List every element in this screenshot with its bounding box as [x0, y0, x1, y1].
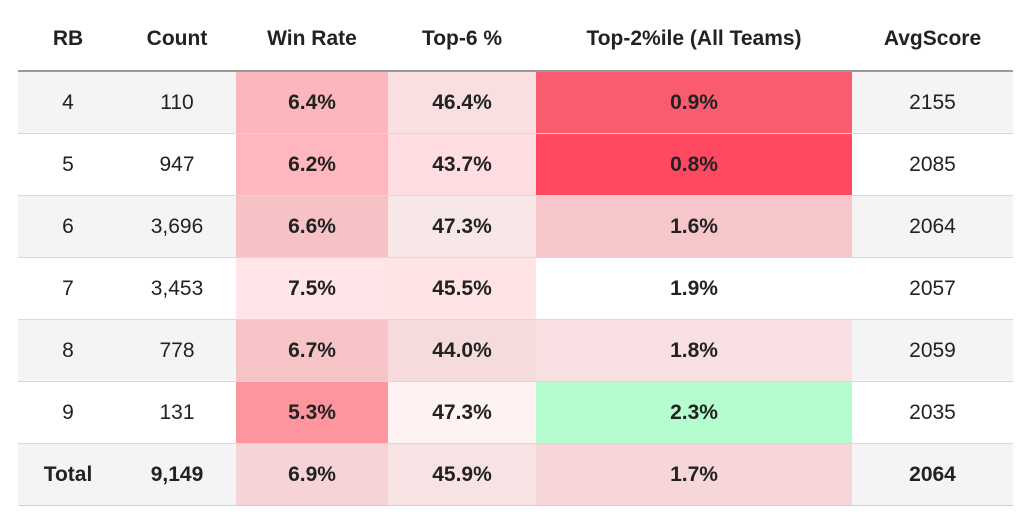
cell-win-rate: 7.5%	[236, 257, 388, 320]
table-row: 8 778 6.7% 44.0% 1.8% 2059	[18, 319, 1013, 382]
cell-top2: 1.6%	[536, 195, 852, 258]
cell-rb: 4	[18, 71, 118, 134]
table-row: 7 3,453 7.5% 45.5% 1.9% 2057	[18, 257, 1013, 320]
cell-rb: 5	[18, 133, 118, 196]
cell-top6: 43.7%	[388, 133, 536, 196]
header-rb: RB	[18, 8, 118, 72]
table-row: 4 110 6.4% 46.4% 0.9% 2155	[18, 71, 1013, 134]
cell-rb: 6	[18, 195, 118, 258]
cell-count: 110	[118, 71, 236, 134]
table-row-total: Total 9,149 6.9% 45.9% 1.7% 2064	[18, 443, 1013, 506]
header-count: Count	[118, 8, 236, 72]
cell-avg-score: 2059	[852, 319, 1013, 382]
cell-avg-score: 2064	[852, 195, 1013, 258]
cell-top2: 2.3%	[536, 381, 852, 444]
cell-avg-score: 2064	[852, 443, 1013, 506]
cell-win-rate: 6.4%	[236, 71, 388, 134]
table-row: 5 947 6.2% 43.7% 0.8% 2085	[18, 133, 1013, 196]
cell-top6: 45.9%	[388, 443, 536, 506]
table-header: RB Count Win Rate Top-6 % Top-2%ile (All…	[18, 8, 1013, 72]
cell-win-rate: 6.9%	[236, 443, 388, 506]
stats-table-container: RB Count Win Rate Top-6 % Top-2%ile (All…	[18, 8, 1013, 506]
cell-top2: 1.9%	[536, 257, 852, 320]
header-top6: Top-6 %	[388, 8, 536, 72]
cell-top2: 1.8%	[536, 319, 852, 382]
cell-avg-score: 2155	[852, 71, 1013, 134]
cell-win-rate: 6.6%	[236, 195, 388, 258]
table-row: 6 3,696 6.6% 47.3% 1.6% 2064	[18, 195, 1013, 258]
table-body: 4 110 6.4% 46.4% 0.9% 2155 5 947 6.2% 43…	[18, 71, 1013, 506]
cell-top2: 0.9%	[536, 71, 852, 134]
cell-rb: 8	[18, 319, 118, 382]
stats-table: RB Count Win Rate Top-6 % Top-2%ile (All…	[18, 8, 1013, 506]
cell-count: 9,149	[118, 443, 236, 506]
header-win-rate: Win Rate	[236, 8, 388, 72]
cell-top6: 45.5%	[388, 257, 536, 320]
cell-count: 3,696	[118, 195, 236, 258]
table-row: 9 131 5.3% 47.3% 2.3% 2035	[18, 381, 1013, 444]
cell-top2: 0.8%	[536, 133, 852, 196]
header-top2-percentile: Top-2%ile (All Teams)	[536, 8, 852, 72]
cell-win-rate: 6.7%	[236, 319, 388, 382]
cell-count: 778	[118, 319, 236, 382]
cell-avg-score: 2057	[852, 257, 1013, 320]
cell-top6: 47.3%	[388, 195, 536, 258]
cell-top6: 44.0%	[388, 319, 536, 382]
cell-avg-score: 2035	[852, 381, 1013, 444]
cell-top6: 46.4%	[388, 71, 536, 134]
cell-top2: 1.7%	[536, 443, 852, 506]
cell-count: 131	[118, 381, 236, 444]
cell-top6: 47.3%	[388, 381, 536, 444]
cell-win-rate: 6.2%	[236, 133, 388, 196]
header-row: RB Count Win Rate Top-6 % Top-2%ile (All…	[18, 8, 1013, 72]
cell-avg-score: 2085	[852, 133, 1013, 196]
cell-count: 947	[118, 133, 236, 196]
header-avg-score: AvgScore	[852, 8, 1013, 72]
cell-rb: 7	[18, 257, 118, 320]
cell-win-rate: 5.3%	[236, 381, 388, 444]
cell-rb: Total	[18, 443, 118, 506]
cell-count: 3,453	[118, 257, 236, 320]
cell-rb: 9	[18, 381, 118, 444]
